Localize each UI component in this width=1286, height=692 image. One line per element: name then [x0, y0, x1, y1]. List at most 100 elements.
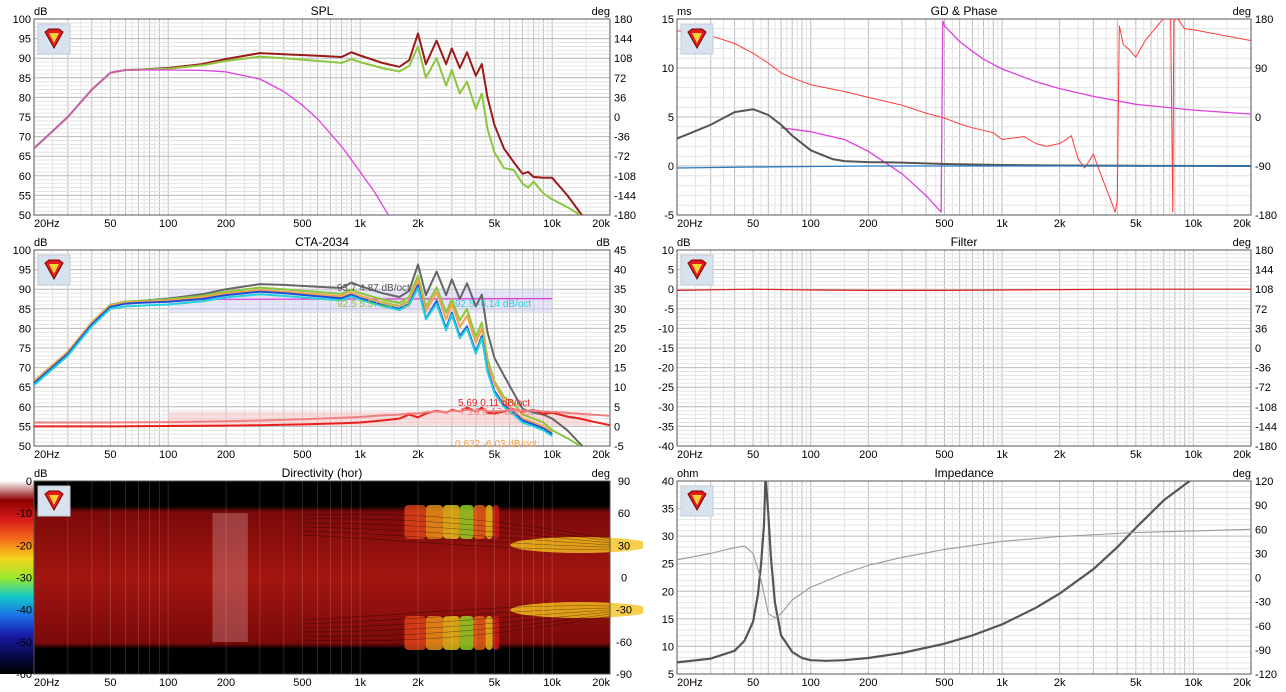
cta-xtick: 20Hz	[34, 449, 60, 461]
spl-ytick-left: 75	[19, 112, 31, 124]
imp-ytick-left: 5	[668, 669, 674, 681]
logo-emblem	[692, 495, 702, 505]
superman-shield-icon	[680, 23, 714, 55]
imp-ytick-left: 40	[662, 476, 674, 488]
dir-heatmap-base	[34, 481, 610, 674]
cta-ytick-left: 55	[19, 421, 31, 433]
filter-xtick: 50	[747, 449, 759, 461]
gd-xtick: 500	[935, 218, 953, 230]
gd-xtick: 200	[859, 218, 877, 230]
cta-xtick: 1k	[354, 449, 366, 461]
directivity-panel: Directivity (hor) dB deg 20Hz 50 100 200 500 1k 2…	[0, 462, 643, 692]
imp-ytick-right: -120	[1255, 669, 1277, 681]
spl-xtick: 500	[293, 218, 311, 230]
dir-lobe-upper	[459, 505, 474, 539]
cta-xtick: 500	[293, 449, 311, 461]
gd-right-unit: deg	[1233, 6, 1251, 18]
dir-colorbar-tick: 0	[26, 476, 32, 488]
logo-emblem	[692, 264, 702, 274]
gd-xtick: 2k	[1054, 218, 1066, 230]
gd-plot-frame	[676, 18, 1252, 216]
gd-series-2	[677, 108, 1251, 167]
superman-shield-icon	[37, 23, 71, 55]
cta-annotation: 92.5 -6.14 dB/oct	[455, 299, 531, 310]
cta-plot-area	[34, 263, 610, 446]
filter-ytick-left: -15	[658, 343, 674, 355]
cta-band-di	[168, 411, 592, 426]
dir-colorbar-tick: -40	[16, 605, 32, 617]
imp-ytick-right: 120	[1255, 476, 1273, 488]
gd-xtick: 10k	[1185, 218, 1203, 230]
spl-ytick-left: 95	[19, 34, 31, 46]
imp-ytick-right: 30	[1255, 548, 1267, 560]
filter-ytick-right: -144	[1255, 421, 1277, 433]
cta-ytick-left: 50	[19, 441, 31, 453]
gd-phase-panel: GD & Phase ms deg 20Hz 50 100 200 500 1k 2k 5k 10k 2…	[643, 0, 1286, 231]
gd-xtick: 50	[747, 218, 759, 230]
spl-ytick-left: 50	[19, 210, 31, 222]
imp-ytick-right: -30	[1255, 597, 1271, 609]
cta-xtick: 20k	[592, 449, 610, 461]
superman-shield-icon	[680, 254, 714, 286]
cta-ytick-right: 40	[614, 265, 626, 277]
cta-ytick-right: 20	[614, 343, 626, 355]
superman-shield-icon	[37, 254, 71, 286]
gd-left-unit: ms	[677, 6, 692, 18]
cta-ytick-right: 25	[614, 323, 626, 335]
cta-series-1	[34, 274, 581, 446]
filter-ytick-right: 108	[1255, 284, 1273, 296]
gd-ytick-right: -180	[1255, 210, 1277, 222]
imp-plot-area	[677, 481, 1251, 664]
filter-xtick: 500	[935, 449, 953, 461]
dir-xtick: 20k	[592, 677, 610, 689]
cta-ytick-right: -5	[614, 441, 624, 453]
filter-ytick-right: 36	[1255, 323, 1267, 335]
dir-ytick-right: 0	[621, 573, 627, 585]
dir-contour	[302, 609, 611, 629]
dir-title: Directivity (hor)	[282, 466, 363, 480]
dir-contour	[302, 607, 611, 625]
spl-xtick: 20Hz	[34, 218, 60, 230]
spl-right-unit: deg	[592, 6, 610, 18]
spl-ytick-left: 100	[13, 14, 31, 26]
spl-ytick-right: 0	[614, 112, 620, 124]
spl-title: SPL	[311, 4, 334, 18]
cta-xtick: 5k	[489, 449, 501, 461]
spl-left-unit: dB	[34, 6, 47, 18]
cta-annotation: 7.26 0.17 dB/oct	[460, 407, 533, 418]
dir-xtick: 10k	[543, 677, 561, 689]
cta-xtick: 50	[104, 449, 116, 461]
cta-ytick-left: 75	[19, 343, 31, 355]
imp-xtick: 1k	[996, 677, 1008, 689]
imp-xtick: 100	[802, 677, 820, 689]
cta-plot-frame	[33, 249, 611, 447]
filter-ytick-right: 180	[1255, 245, 1273, 257]
cta-ytick-right: 35	[614, 284, 626, 296]
dir-xtick: 2k	[412, 677, 424, 689]
filter-ytick-left: -25	[658, 382, 674, 394]
dir-ytick-right: 60	[618, 508, 630, 520]
gd-xtick: 1k	[996, 218, 1008, 230]
cta-title: CTA-2034	[295, 235, 349, 249]
imp-xtick: 20Hz	[677, 677, 703, 689]
filter-xtick: 20k	[1233, 449, 1251, 461]
filter-ytick-left: 5	[668, 265, 674, 277]
spl-xtick: 100	[159, 218, 177, 230]
dir-contour	[302, 513, 611, 540]
spl-ytick-right: 180	[614, 14, 632, 26]
dir-lobe-lower	[404, 616, 426, 650]
dir-colorbar-tick: -20	[16, 540, 32, 552]
logo-emblem	[49, 264, 59, 274]
cta-xtick: 200	[217, 449, 235, 461]
spl-grid	[33, 18, 611, 216]
dir-contour	[302, 522, 611, 544]
dir-contour	[302, 518, 611, 542]
cta-ytick-right: 45	[614, 245, 626, 257]
imp-plot-frame	[676, 480, 1252, 675]
dir-lobe-lower	[443, 616, 460, 650]
cta-ytick-right: 10	[614, 382, 626, 394]
cta-xtick: 10k	[543, 449, 561, 461]
gd-ytick-left: -5	[664, 210, 674, 222]
